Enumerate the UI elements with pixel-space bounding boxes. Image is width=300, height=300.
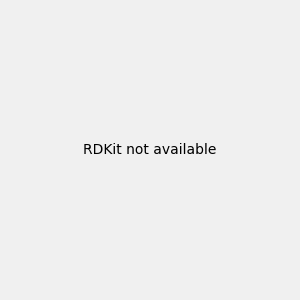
Text: RDKit not available: RDKit not available — [83, 143, 217, 157]
